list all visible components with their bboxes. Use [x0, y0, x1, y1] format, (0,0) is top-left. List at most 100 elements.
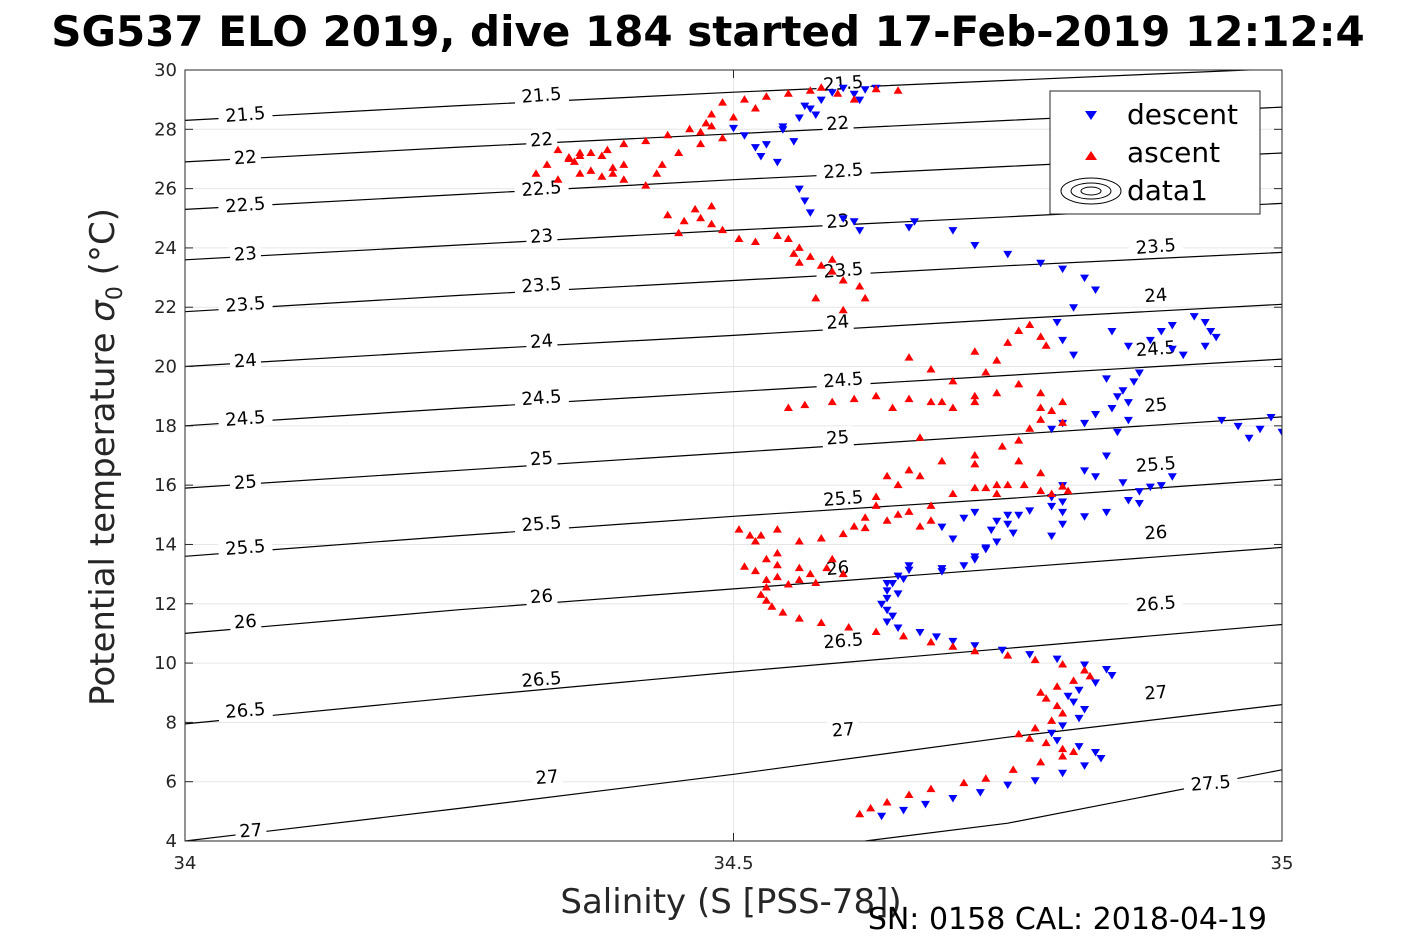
descent-marker	[882, 594, 892, 603]
contour-label-background	[815, 485, 871, 510]
ascent-marker	[772, 525, 782, 533]
contour-label-text: 22	[233, 147, 257, 170]
descent-marker	[992, 538, 1002, 546]
ascent-marker	[1058, 744, 1068, 753]
ascent-marker	[1047, 716, 1057, 724]
ascent-marker	[948, 642, 958, 650]
ascent-marker	[750, 237, 760, 245]
contour-label: 21.5	[513, 82, 570, 108]
descent-marker	[1101, 508, 1111, 517]
contour-label-text: 24	[233, 350, 257, 373]
descent-marker	[1134, 499, 1144, 508]
ascent-marker	[882, 471, 892, 480]
ascent-marker	[816, 618, 826, 627]
contour-label-text: 23.5	[225, 293, 267, 317]
contour-label: 24	[525, 329, 558, 353]
descent-marker	[1107, 671, 1117, 680]
contour-label-text: 25.5	[521, 512, 563, 536]
contour-label-background	[234, 818, 267, 841]
descent-marker	[816, 96, 826, 105]
ascent-marker	[981, 367, 991, 376]
ascent-marker	[701, 118, 711, 127]
descent-marker	[1080, 467, 1090, 475]
contour-label-text: 25.5	[822, 487, 864, 511]
descent-marker	[948, 795, 958, 803]
ascent-marker	[1041, 341, 1051, 349]
ascent-marker	[663, 210, 673, 219]
contour-label-text: 27	[535, 766, 559, 789]
footer-serial-calibration: SN: 0158 CAL: 2018-04-19	[868, 902, 1267, 937]
ascent-marker	[970, 397, 980, 406]
descent-marker	[1074, 686, 1084, 695]
descent-marker	[1211, 333, 1221, 342]
legend-ascent-marker	[1085, 151, 1097, 160]
contour-line-24.5	[185, 358, 1282, 427]
ascent-marker	[794, 258, 804, 266]
ascent-marker	[663, 130, 673, 139]
ascent-marker	[608, 163, 618, 171]
ascent-marker	[575, 169, 585, 177]
contour-label-background	[513, 384, 570, 409]
contour-label-text: 27.5	[1190, 772, 1232, 796]
ascent-marker	[750, 536, 760, 545]
ascent-marker	[707, 201, 717, 210]
descent-marker	[899, 575, 909, 584]
ascent-marker	[866, 803, 876, 812]
descent-marker	[827, 89, 837, 97]
contour-label-background	[513, 271, 570, 297]
descent-marker	[1052, 655, 1062, 664]
ascent-marker	[674, 148, 684, 157]
ascent-marker	[794, 536, 804, 545]
contour-label-background	[1128, 335, 1184, 360]
ascent-marker	[811, 293, 821, 302]
ascent-marker	[871, 627, 881, 635]
ascent-marker	[767, 602, 777, 610]
ascent-marker	[992, 489, 1002, 498]
x-tick-label: 35	[1271, 853, 1294, 874]
ascent-marker	[926, 784, 936, 793]
descent-marker	[910, 218, 920, 226]
ascent-marker	[805, 86, 815, 94]
ascent-marker	[1041, 694, 1051, 702]
contour-label-text: 26.5	[225, 699, 267, 723]
contour-label-text: 24.5	[1135, 337, 1177, 361]
descent-marker	[1277, 428, 1282, 437]
ascent-marker	[816, 261, 826, 269]
contour-label-text: 22	[529, 129, 553, 152]
ascent-marker	[871, 391, 881, 400]
descent-marker	[800, 102, 810, 111]
ascent-marker	[904, 465, 914, 474]
descent-marker	[1134, 369, 1144, 377]
contour-line-23.5	[185, 251, 1282, 313]
descent-marker	[1101, 375, 1111, 383]
descent-marker	[756, 152, 766, 161]
ascent-marker	[849, 394, 859, 403]
ascent-marker	[904, 790, 914, 799]
ascent-marker	[1014, 326, 1024, 334]
descent-marker	[1189, 313, 1199, 321]
ascent-marker	[888, 403, 898, 412]
descent-marker	[1091, 749, 1101, 757]
ascent-marker	[855, 281, 865, 290]
ascent-marker	[674, 228, 684, 237]
contour-label: 21.5	[815, 70, 871, 96]
ascent-marker	[641, 136, 651, 145]
descent-marker	[1080, 762, 1090, 770]
contour-label-background	[530, 765, 564, 788]
descent-marker	[805, 209, 815, 217]
y-tick-label: 6	[166, 772, 177, 793]
ascent-marker	[838, 305, 848, 314]
y-tick-label: 30	[154, 60, 177, 81]
descent-marker	[860, 86, 870, 94]
ascent-marker	[707, 219, 717, 228]
y-tick-label: 26	[154, 179, 177, 200]
descent-marker	[1058, 498, 1068, 506]
descent-marker	[794, 114, 804, 122]
contour-label-text: 26.5	[1135, 592, 1177, 616]
descent-marker	[904, 562, 914, 570]
descent-marker	[893, 572, 903, 581]
descent-marker	[882, 606, 892, 615]
ascent-marker	[1058, 482, 1068, 490]
descent-marker	[1101, 666, 1111, 674]
